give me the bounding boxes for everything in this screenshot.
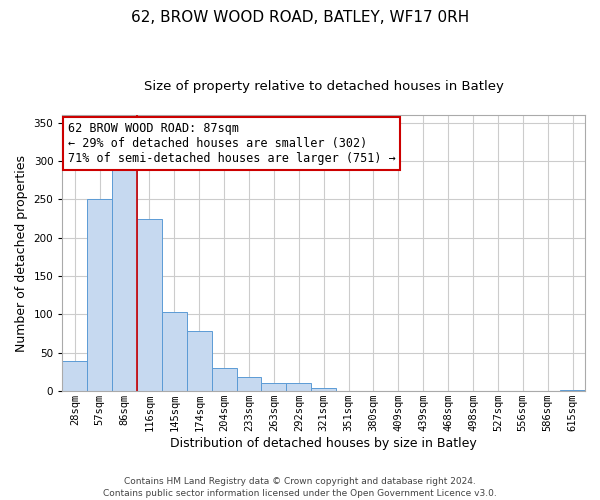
Bar bbox=[187, 332, 212, 391]
Bar bbox=[112, 166, 137, 391]
Bar bbox=[212, 368, 236, 391]
Bar bbox=[87, 200, 112, 391]
Text: 62, BROW WOOD ROAD, BATLEY, WF17 0RH: 62, BROW WOOD ROAD, BATLEY, WF17 0RH bbox=[131, 10, 469, 25]
Text: 62 BROW WOOD ROAD: 87sqm
← 29% of detached houses are smaller (302)
71% of semi-: 62 BROW WOOD ROAD: 87sqm ← 29% of detach… bbox=[68, 122, 395, 165]
Text: Contains HM Land Registry data © Crown copyright and database right 2024.
Contai: Contains HM Land Registry data © Crown c… bbox=[103, 476, 497, 498]
Bar bbox=[286, 384, 311, 391]
Bar bbox=[560, 390, 585, 391]
Bar bbox=[137, 218, 162, 391]
X-axis label: Distribution of detached houses by size in Batley: Distribution of detached houses by size … bbox=[170, 437, 477, 450]
Bar bbox=[62, 361, 87, 391]
Y-axis label: Number of detached properties: Number of detached properties bbox=[15, 154, 28, 352]
Bar bbox=[162, 312, 187, 391]
Bar bbox=[311, 388, 336, 391]
Bar bbox=[236, 376, 262, 391]
Title: Size of property relative to detached houses in Batley: Size of property relative to detached ho… bbox=[144, 80, 503, 93]
Bar bbox=[262, 382, 286, 391]
